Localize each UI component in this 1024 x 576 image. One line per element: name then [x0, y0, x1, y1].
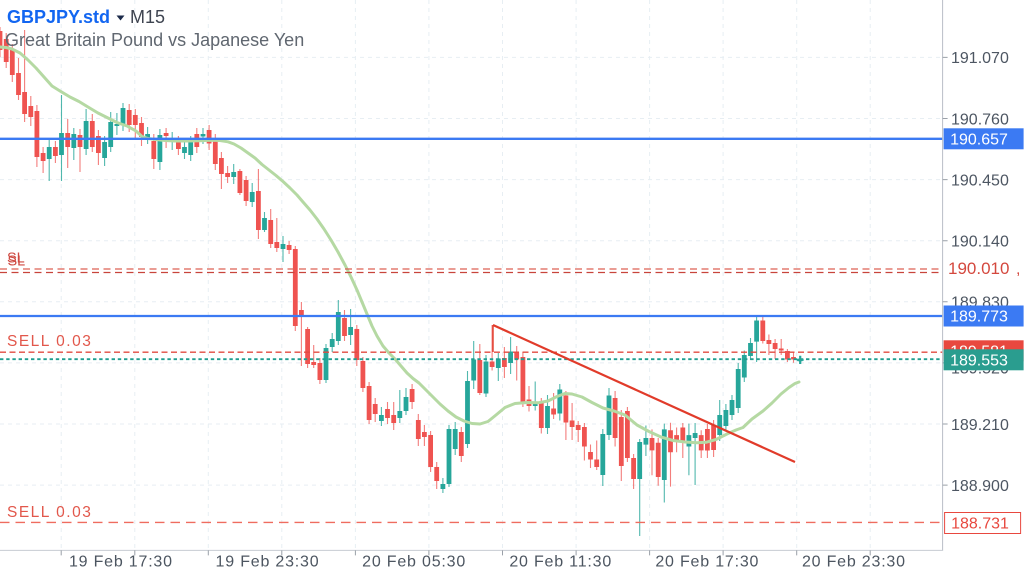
svg-text:20 Feb 05:30: 20 Feb 05:30: [362, 554, 466, 571]
svg-text:Great Britain Pound vs Japanes: Great Britain Pound vs Japanese Yen: [5, 30, 304, 50]
svg-text:19 Feb 17:30: 19 Feb 17:30: [69, 554, 173, 571]
svg-text:188.731: 188.731: [951, 516, 1009, 533]
svg-text:SL: SL: [8, 254, 26, 270]
svg-text:,: ,: [1016, 261, 1020, 278]
svg-text:190.140: 190.140: [951, 234, 1009, 251]
svg-text:188.900: 188.900: [951, 478, 1009, 495]
svg-text:20 Feb 17:30: 20 Feb 17:30: [655, 554, 759, 571]
svg-text:SELL 0.03: SELL 0.03: [7, 333, 92, 350]
svg-text:20 Feb 23:30: 20 Feb 23:30: [802, 554, 906, 571]
svg-text:190.010: 190.010: [948, 259, 1009, 278]
svg-text:190.657: 190.657: [950, 131, 1008, 148]
svg-text:M15: M15: [130, 7, 165, 27]
svg-text:191.070: 191.070: [951, 50, 1009, 67]
svg-text:SELL 0.03: SELL 0.03: [7, 504, 92, 521]
svg-text:190.450: 190.450: [951, 172, 1009, 189]
svg-text:19 Feb 23:30: 19 Feb 23:30: [216, 554, 320, 571]
svg-text:GBPJPY.std: GBPJPY.std: [7, 7, 110, 27]
svg-text:20 Feb 11:30: 20 Feb 11:30: [509, 554, 612, 571]
svg-text:189.773: 189.773: [950, 309, 1008, 326]
svg-text:189.553: 189.553: [950, 352, 1008, 369]
svg-text:SL: SL: [7, 251, 25, 267]
svg-text:190.760: 190.760: [951, 111, 1009, 128]
svg-text:189.210: 189.210: [951, 417, 1009, 434]
